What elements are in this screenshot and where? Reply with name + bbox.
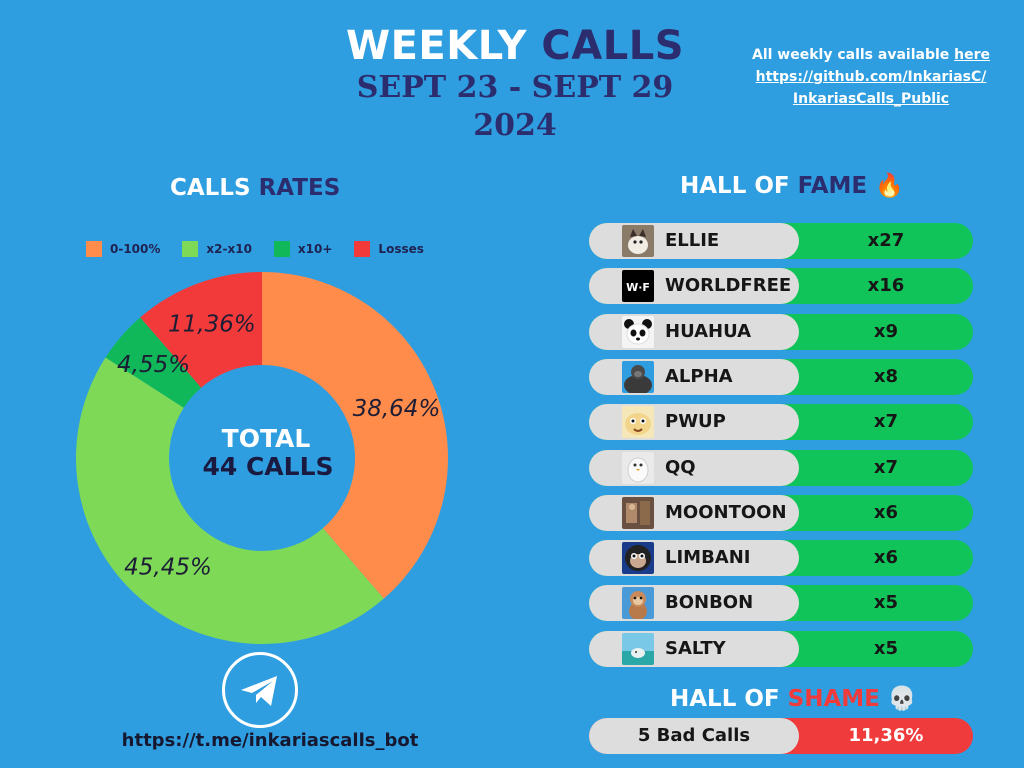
donut-slice-x10-plus: [105, 317, 202, 408]
telegram-icon[interactable]: [222, 652, 298, 728]
legend-label-x10-plus: x10+: [297, 242, 333, 256]
fame-multiplier: x5: [873, 637, 899, 659]
archive-here-link[interactable]: here: [954, 47, 991, 63]
hall-of-shame-heading: HALL OF SHAME 💀: [670, 685, 917, 712]
telegram-plane-icon: [241, 676, 277, 706]
fame-row-bonbon: BONBON x5: [589, 585, 973, 622]
legend-item-losses: Losses: [354, 241, 424, 257]
cat-avatar: [622, 225, 654, 257]
donut-slice-0-100: [262, 272, 448, 599]
sea-avatar: [622, 632, 654, 665]
fame-multiplier: x7: [873, 411, 899, 433]
fame-row-moontoon: MOONTOON x6: [589, 494, 973, 531]
archive-url-line-2[interactable]: InkariasCalls_Public: [792, 91, 950, 107]
date-year: 2024: [473, 108, 557, 143]
fame-row-ellie: ELLIE x27: [589, 223, 973, 259]
donut-center-total: TOTAL: [222, 424, 311, 453]
fame-row-limbani: LIMBANI x6: [589, 540, 973, 577]
fire-icon: 🔥: [875, 173, 904, 199]
svg-text:W·F: W·F: [626, 281, 650, 294]
wf-logo-avatar: W·F: [622, 270, 654, 303]
shame-heading-part1: HALL OF: [670, 686, 780, 712]
fame-row-salty: SALTY x5: [589, 630, 973, 667]
monkey-avatar: [622, 587, 654, 620]
legend-swatch-losses: [354, 241, 371, 257]
calls-rates-heading: CALLS RATES: [170, 175, 340, 201]
fame-multiplier: x6: [873, 501, 899, 523]
panda-avatar: [622, 315, 654, 348]
legend-item-0-100: 0-100%: [86, 241, 160, 257]
title-word-calls: CALLS: [541, 23, 685, 69]
fame-multiplier: x8: [873, 365, 899, 387]
chimp-avatar: [622, 542, 654, 575]
fame-row-pwup: PWUP x7: [589, 404, 973, 441]
fame-row-alpha: ALPHA x8: [589, 358, 973, 395]
hall-of-shame-row: 5 Bad Calls 11,36%: [589, 718, 973, 754]
fame-heading-part1: HALL OF: [680, 173, 790, 199]
date-range: SEPT 23 - SEPT 29: [356, 70, 674, 105]
page-title: WEEKLY CALLS: [300, 22, 730, 70]
fame-name: WORLDFREE: [665, 275, 792, 297]
donut-center-count: 44 CALLS: [202, 452, 333, 481]
archive-line-1: All weekly calls available here: [728, 44, 1014, 66]
archive-note: All weekly calls available here https://…: [728, 44, 1014, 110]
archive-text: All weekly calls available: [751, 47, 955, 63]
telegram-bot-link[interactable]: https://t.me/inkariascalls_bot: [121, 730, 419, 751]
legend-label-0-100: 0-100%: [110, 242, 161, 256]
fame-multiplier: x27: [867, 230, 905, 251]
shame-rate: 11,36%: [848, 725, 924, 746]
fame-name: MOONTOON: [665, 501, 787, 523]
legend-label-x2-x10: x2-x10: [206, 242, 252, 256]
fame-name: SALTY: [665, 637, 726, 659]
chart-legend: 0-100% x2-x10 x10+ Losses: [86, 241, 446, 257]
donut-label-losses: 11,36%: [168, 312, 256, 338]
donut-label-x10-plus: 4,55%: [117, 352, 190, 378]
skull-icon: 💀: [887, 686, 917, 712]
fame-row-huahua: HUAHUA x9: [589, 313, 973, 350]
penguin-avatar: [622, 451, 654, 484]
fame-name: QQ: [665, 456, 696, 478]
fame-row-qq: QQ x7: [589, 449, 973, 486]
dog-avatar: [622, 406, 654, 439]
legend-label-losses: Losses: [378, 242, 424, 256]
fame-multiplier: x9: [873, 320, 899, 342]
photo-avatar: [622, 496, 654, 529]
donut-slice-losses: [140, 272, 262, 388]
shame-row-label-bg: [589, 718, 799, 754]
fame-multiplier: x5: [873, 592, 899, 614]
hall-of-fame-heading: HALL OF FAME 🔥: [680, 172, 904, 199]
donut-label-x2-x10: 45,45%: [124, 554, 212, 580]
fame-heading-part2: FAME: [797, 173, 868, 199]
gorilla-avatar: [622, 360, 654, 393]
donut-label-0-100: 38,64%: [353, 396, 441, 422]
legend-swatch-x2-x10: [182, 241, 199, 257]
rates-heading-part2: RATES: [258, 175, 341, 201]
fame-multiplier: x6: [873, 547, 899, 569]
archive-url-line-1[interactable]: https://github.com/InkariasC/: [755, 69, 987, 85]
fame-name: ELLIE: [665, 230, 720, 251]
fame-name: HUAHUA: [665, 320, 752, 342]
fame-name: ALPHA: [665, 365, 733, 387]
legend-item-x2-x10: x2-x10: [182, 241, 252, 257]
legend-swatch-x10-plus: [273, 241, 290, 257]
fame-name: BONBON: [665, 592, 754, 614]
fame-multiplier: x16: [867, 275, 905, 297]
calls-donut-chart: 38,64% 45,45% 4,55% 11,36% TOTAL 44 CALLS: [75, 272, 448, 645]
legend-swatch-0-100: [86, 241, 102, 257]
shame-bad-calls: 5 Bad Calls: [637, 725, 751, 746]
rates-heading-part1: CALLS: [170, 175, 251, 201]
title-word-weekly: WEEKLY: [345, 23, 527, 69]
fame-name: LIMBANI: [665, 547, 751, 569]
donut-slice-x2-x10: [75, 357, 384, 645]
legend-item-x10-plus: x10+: [273, 241, 333, 257]
fame-multiplier: x7: [873, 456, 899, 478]
shame-heading-part2: SHAME: [787, 686, 880, 712]
fame-row-worldfree: W·F WORLDFREE x16: [589, 268, 973, 305]
fame-name: PWUP: [665, 411, 726, 433]
